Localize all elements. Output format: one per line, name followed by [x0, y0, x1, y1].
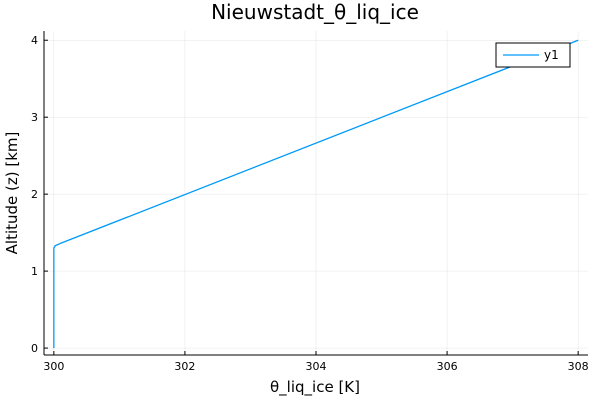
- y-tick-label: 1: [31, 265, 38, 278]
- series-line-y1: [53, 39, 579, 349]
- x-axis-title: θ_liq_ice [K]: [270, 378, 360, 397]
- chart-title: Nieuwstadt_θ_liq_ice: [211, 0, 419, 24]
- legend-label-y1: y1: [544, 48, 559, 62]
- x-tick-label: 302: [174, 360, 195, 373]
- x-tick-label: 308: [568, 360, 589, 373]
- y-tick-label: 0: [31, 342, 38, 355]
- y-tick-label: 4: [31, 34, 38, 47]
- x-tick-label: 304: [306, 360, 327, 373]
- y-tick-label: 2: [31, 188, 38, 201]
- x-tick-label: 306: [437, 360, 458, 373]
- grid: [44, 31, 588, 355]
- legend: y1: [495, 42, 571, 68]
- x-tick-label: 300: [43, 360, 64, 373]
- y-axis-ticks: 0 1 2 3 4: [31, 34, 48, 355]
- y-axis-title: Altitude (z) [km]: [3, 132, 21, 255]
- y-tick-label: 3: [31, 111, 38, 124]
- x-axis-ticks: 300 302 304 306 308: [43, 351, 589, 373]
